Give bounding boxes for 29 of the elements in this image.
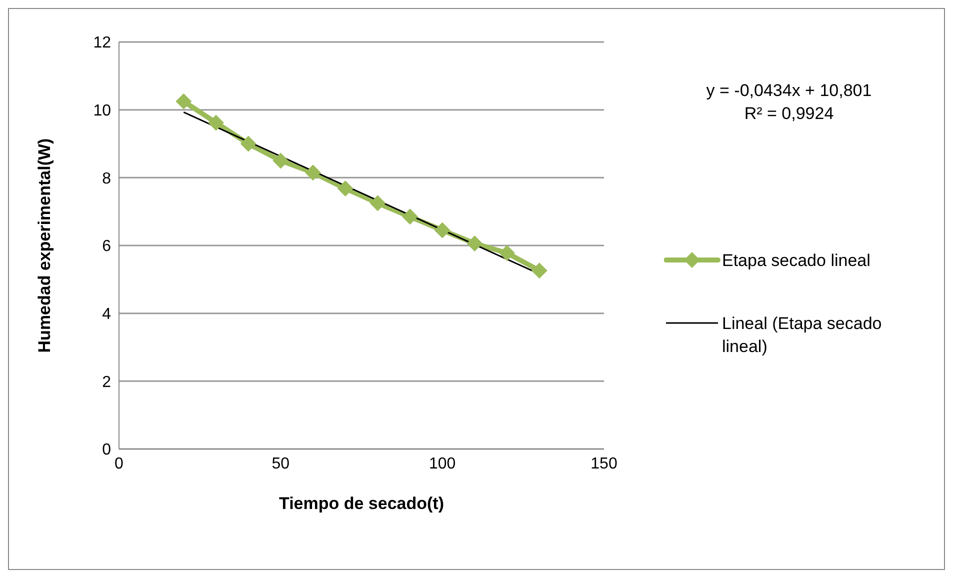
text: y = -0,0434x + 10,801 bbox=[705, 80, 873, 102]
legend-label: Etapa secado lineal bbox=[722, 250, 870, 272]
y-tick-label: 4 bbox=[102, 306, 112, 324]
point bbox=[240, 136, 256, 152]
x-tick-label: 150 bbox=[590, 455, 618, 472]
point bbox=[305, 164, 321, 181]
x-tick-label: 50 bbox=[272, 455, 290, 472]
x-tick-label: 100 bbox=[428, 455, 456, 472]
point bbox=[176, 93, 192, 110]
y-tick-label: 2 bbox=[102, 374, 112, 391]
y-tick-label: 10 bbox=[93, 102, 112, 120]
legend-label: Lineal (Etapa secado lineal) bbox=[722, 313, 883, 358]
y-tick-label: 0 bbox=[102, 442, 112, 459]
y-tick-label: 6 bbox=[102, 238, 112, 256]
point bbox=[272, 152, 289, 169]
x-tick-label: 0 bbox=[114, 455, 124, 472]
point bbox=[208, 114, 224, 131]
point bbox=[434, 222, 450, 238]
point bbox=[337, 180, 354, 197]
point bbox=[402, 208, 418, 225]
text: R² = 0,9924 bbox=[743, 103, 835, 125]
x-axis-title: Tiempo de secado(t) bbox=[279, 494, 444, 513]
point bbox=[370, 195, 386, 212]
point bbox=[499, 244, 515, 261]
y-axis-title: Humedad experimental(W) bbox=[35, 138, 54, 353]
point bbox=[466, 235, 483, 252]
y-tick-label: 12 bbox=[93, 34, 112, 52]
point bbox=[531, 262, 548, 279]
y-tick-label: 8 bbox=[102, 170, 112, 188]
